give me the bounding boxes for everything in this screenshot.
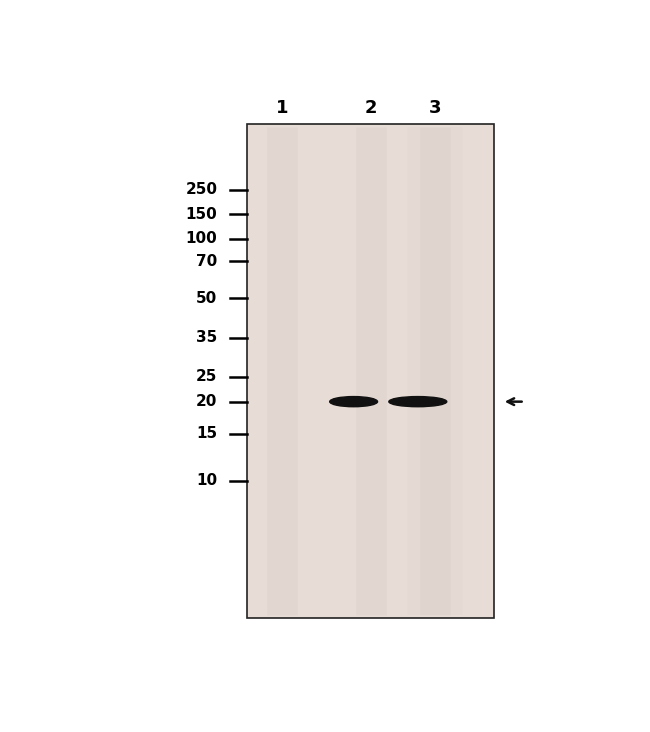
Text: 25: 25	[196, 370, 217, 384]
Ellipse shape	[389, 397, 447, 407]
Text: 50: 50	[196, 291, 217, 305]
Text: 100: 100	[185, 231, 217, 247]
Text: 2: 2	[365, 99, 377, 116]
Text: 15: 15	[196, 426, 217, 441]
Text: 10: 10	[196, 473, 217, 488]
Text: 250: 250	[185, 182, 217, 197]
Text: 1: 1	[276, 99, 289, 116]
Text: 3: 3	[429, 99, 441, 116]
Text: 35: 35	[196, 330, 217, 345]
Text: 20: 20	[196, 394, 217, 409]
Text: 70: 70	[196, 253, 217, 269]
Text: 150: 150	[185, 206, 217, 222]
Ellipse shape	[330, 397, 378, 407]
Bar	[248, 124, 494, 618]
